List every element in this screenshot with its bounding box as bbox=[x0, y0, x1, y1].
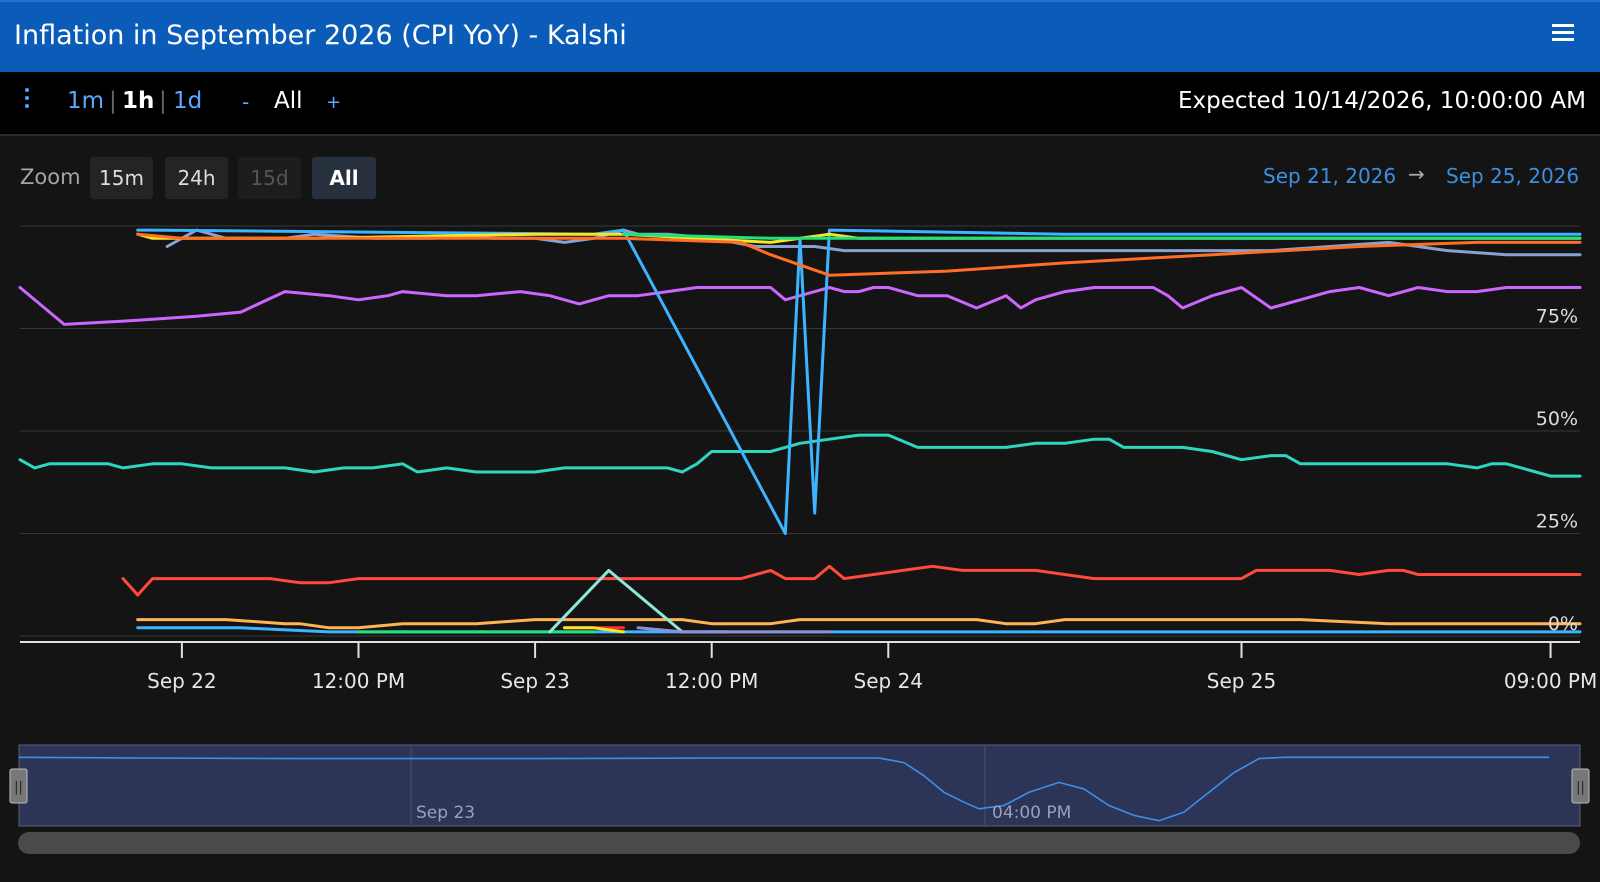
resolution-1m-button[interactable]: 1m bbox=[67, 88, 105, 114]
navigator-label-4pm: 04:00 PM bbox=[992, 803, 1071, 823]
series-line-8[interactable] bbox=[563, 626, 625, 634]
series-line-2[interactable] bbox=[18, 433, 1582, 478]
range-all-button[interactable]: All bbox=[274, 88, 303, 114]
navigator-label-sep23: Sep 23 bbox=[416, 803, 475, 823]
navigator-right-handle[interactable]: || bbox=[1571, 768, 1590, 804]
range-arrow: → bbox=[1408, 162, 1425, 186]
resolution-separator: | bbox=[159, 88, 167, 114]
more-options-icon[interactable] bbox=[22, 88, 32, 116]
svg-text:||: || bbox=[1576, 780, 1585, 795]
x-tick-label: Sep 22 bbox=[147, 669, 217, 693]
x-tick-label: Sep 23 bbox=[500, 669, 570, 693]
resolution-1h-button[interactable]: 1h bbox=[122, 88, 155, 114]
series-line-4[interactable] bbox=[136, 618, 1582, 630]
svg-text:||: || bbox=[14, 780, 23, 795]
navigator-series-line bbox=[18, 756, 1549, 822]
zoom-out-button[interactable]: - bbox=[242, 90, 250, 114]
y-tick-label: 0% bbox=[1548, 613, 1578, 635]
zoom-24h-button[interactable]: 24h bbox=[165, 157, 228, 199]
zoom-label: Zoom bbox=[20, 165, 81, 189]
series-line-10[interactable] bbox=[636, 626, 831, 634]
range-end-date[interactable]: Sep 25, 2026 bbox=[1446, 164, 1580, 188]
resolution-1d-button[interactable]: 1d bbox=[173, 88, 203, 114]
resolution-separator: | bbox=[109, 88, 117, 114]
range-start-date[interactable]: Sep 21, 2026 bbox=[1263, 164, 1397, 188]
navigator-left-handle[interactable]: || bbox=[9, 768, 28, 804]
x-tick-label: 12:00 PM bbox=[312, 669, 405, 693]
zoom-15m-button[interactable]: 15m bbox=[90, 157, 153, 199]
horizontal-scrollbar[interactable] bbox=[18, 832, 1580, 854]
title-bar: Inflation in September 2026 (CPI YoY) - … bbox=[0, 0, 1600, 72]
x-tick-label: 09:00 PM bbox=[1504, 669, 1597, 693]
y-tick-label: 75% bbox=[1536, 306, 1578, 328]
y-tick-label: 25% bbox=[1536, 511, 1578, 533]
series-line-3[interactable] bbox=[121, 564, 1582, 597]
y-tick-label: 50% bbox=[1536, 408, 1578, 430]
zoom-in-button[interactable]: + bbox=[326, 92, 342, 113]
hamburger-menu-icon[interactable] bbox=[1552, 24, 1574, 42]
page-title: Inflation in September 2026 (CPI YoY) - … bbox=[14, 20, 627, 51]
series-line-15[interactable] bbox=[136, 232, 1582, 277]
zoom-all-button[interactable]: All bbox=[312, 157, 376, 199]
zoom-15d-button: 15d bbox=[238, 157, 301, 199]
x-tick-label: Sep 24 bbox=[854, 669, 924, 693]
toolbar: 1m | 1h | 1d - All + Expected 10/14/2026… bbox=[0, 72, 1600, 136]
series-line-14[interactable] bbox=[621, 232, 1582, 240]
expected-date: Expected 10/14/2026, 10:00:00 AM bbox=[1178, 88, 1586, 114]
series-line-1[interactable] bbox=[18, 286, 1582, 326]
x-tick-label: Sep 25 bbox=[1207, 669, 1277, 693]
x-tick-label: 12:00 PM bbox=[665, 669, 758, 693]
